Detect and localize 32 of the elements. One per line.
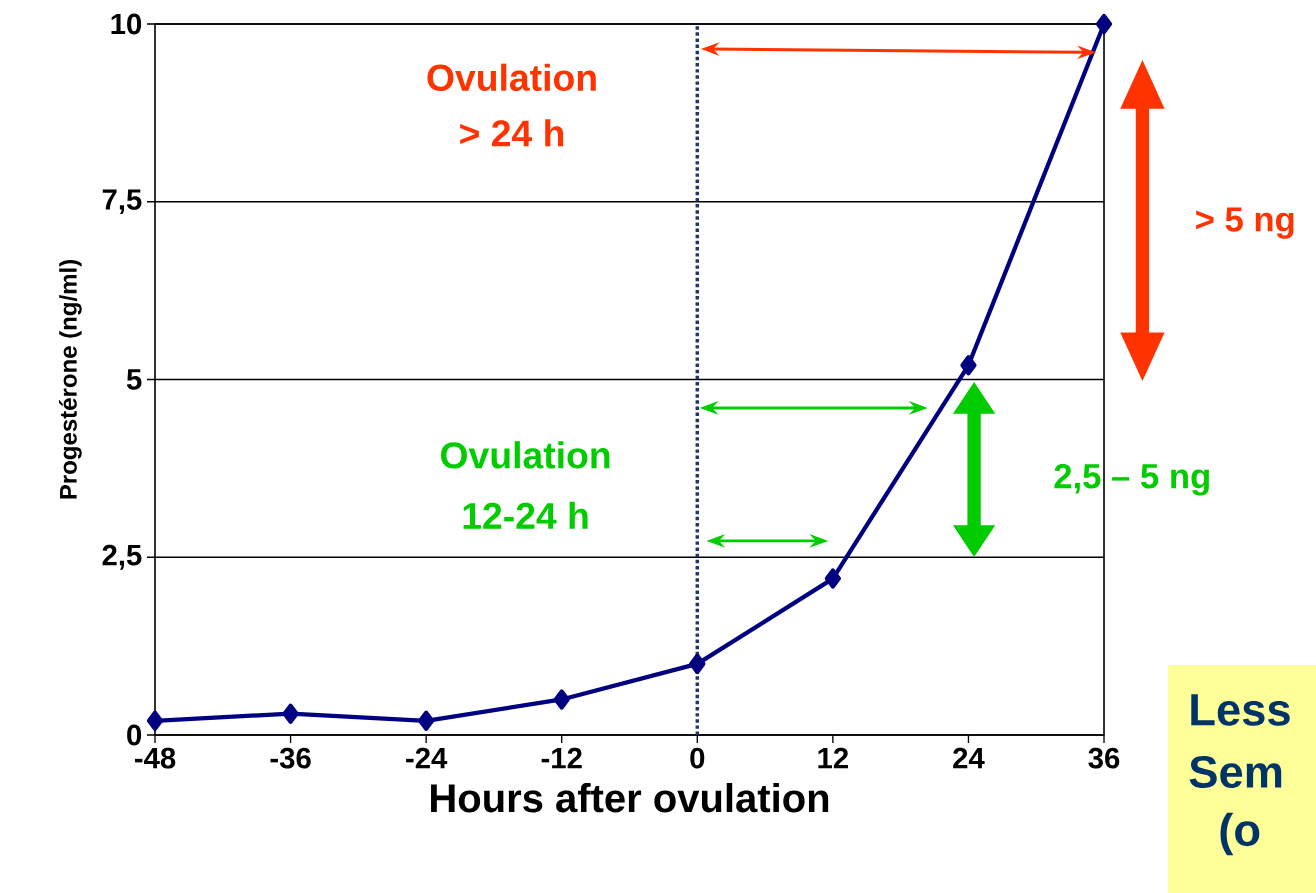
y-tick-label: 7,5 bbox=[102, 189, 142, 215]
annotation: 2,5 – 5 ng bbox=[1054, 463, 1209, 496]
point bbox=[418, 710, 435, 731]
annotation: Ovulation bbox=[427, 63, 596, 92]
point bbox=[1095, 13, 1113, 35]
x-tick-label: -48 bbox=[134, 747, 176, 769]
x-tick-label: 36 bbox=[1088, 747, 1120, 769]
point bbox=[553, 689, 570, 710]
annotation: > 24 h bbox=[460, 119, 564, 147]
annotation: Ovulation bbox=[441, 441, 610, 469]
x-tick-label: -12 bbox=[541, 747, 582, 769]
text: (o bbox=[1220, 812, 1260, 856]
x-tick-label: -24 bbox=[406, 747, 448, 769]
point bbox=[689, 653, 706, 675]
y-tick-label: 2,5 bbox=[102, 544, 142, 570]
text: > 5 ng bbox=[1196, 207, 1294, 239]
annotation: 12-24 h bbox=[463, 501, 588, 529]
x-tick-label: -36 bbox=[270, 747, 311, 769]
y-tick-label: 10 bbox=[111, 13, 142, 35]
point bbox=[146, 710, 164, 731]
text: Sem bbox=[1189, 755, 1282, 789]
x-tick-label: 12 bbox=[818, 747, 848, 769]
x-tick-label: 24 bbox=[953, 747, 985, 769]
point bbox=[282, 703, 299, 724]
text: Less bbox=[1191, 694, 1290, 726]
point bbox=[824, 568, 841, 589]
x-tick-label: 0 bbox=[690, 747, 705, 769]
x-axis-title: Hours after ovulation bbox=[431, 783, 829, 813]
y-tick-label: 0 bbox=[127, 724, 142, 746]
y-tick-label: 5 bbox=[126, 369, 142, 390]
point bbox=[960, 355, 977, 376]
y-axis-title: Progestérone (ng/ml) bbox=[59, 260, 82, 499]
